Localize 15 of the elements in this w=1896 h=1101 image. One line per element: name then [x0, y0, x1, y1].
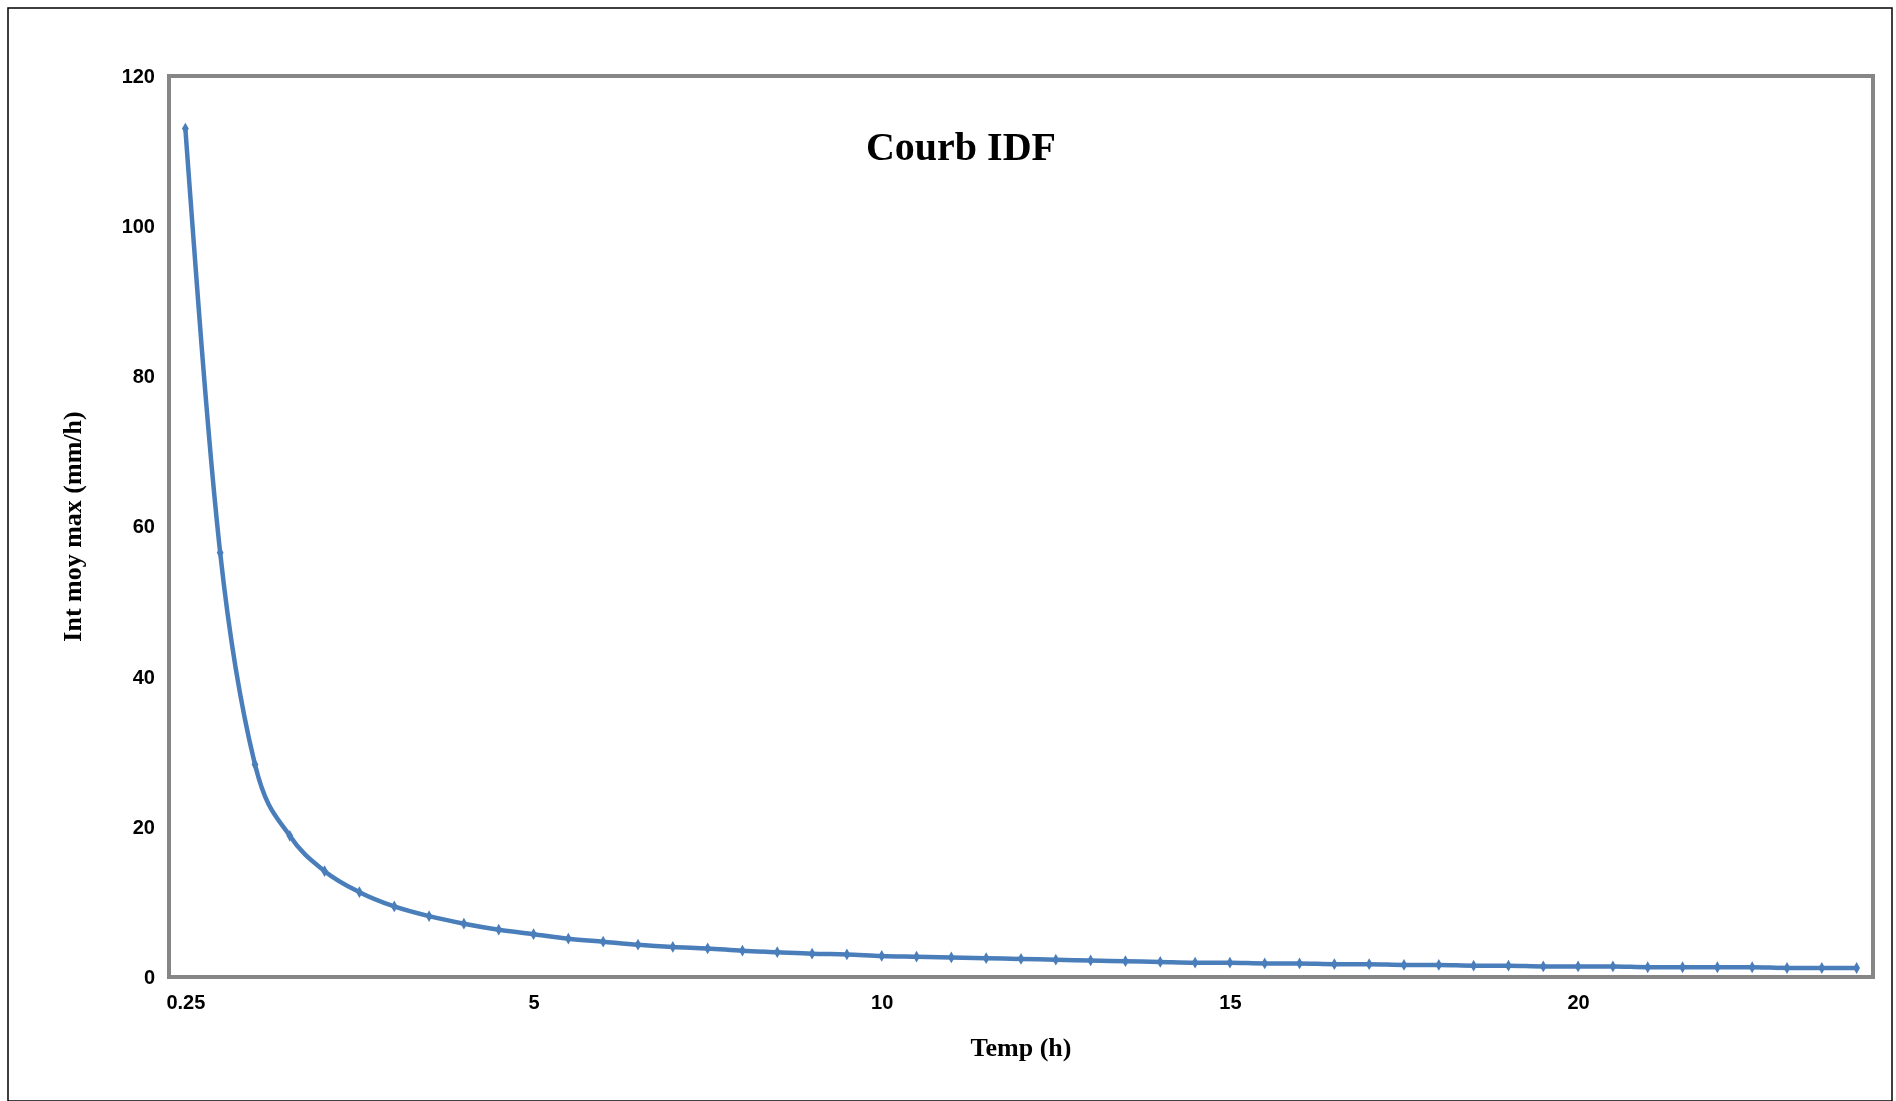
y-tick-label: 40 [132, 665, 155, 688]
y-tick-label: 100 [121, 215, 155, 238]
y-tick-label: 120 [121, 64, 155, 87]
y-tick-label: 0 [143, 965, 155, 988]
x-tick-label: 10 [871, 991, 894, 1014]
y-axis-title: Int moy max (mm/h) [58, 411, 87, 642]
x-tick-label: 20 [1567, 991, 1590, 1014]
x-tick-label: 15 [1219, 991, 1242, 1014]
x-tick-label: 5 [528, 991, 540, 1014]
y-tick-label: 80 [132, 365, 155, 388]
y-tick-label: 20 [132, 815, 155, 838]
x-axis-title: Temp (h) [970, 1033, 1072, 1062]
x-tick-label: 0.25 [166, 991, 206, 1014]
text: Courb IDF [865, 124, 1057, 169]
y-tick-label: 60 [132, 515, 155, 538]
